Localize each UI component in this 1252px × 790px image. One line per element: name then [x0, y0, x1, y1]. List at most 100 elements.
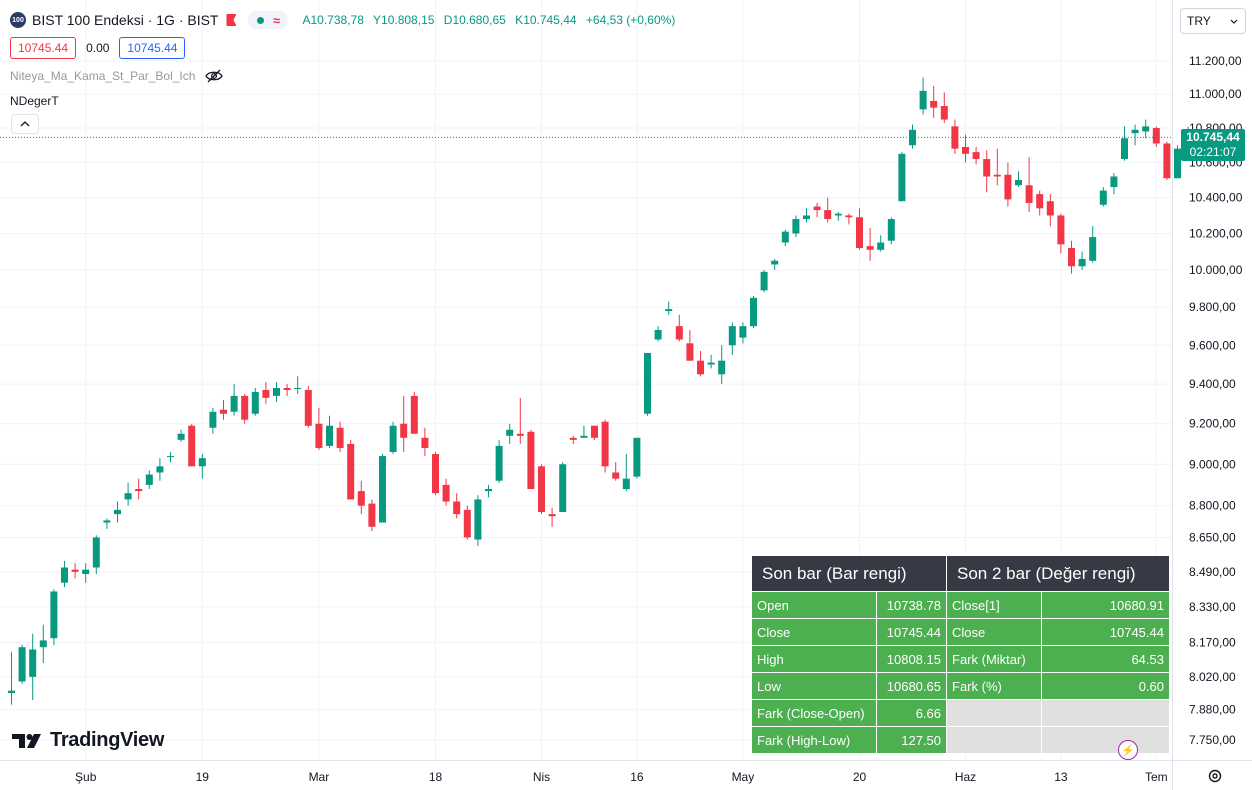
table-cell: Low [751, 672, 877, 700]
candle-body [538, 466, 545, 513]
time-axis[interactable]: Şub 19 Mar 18 Nis 16 May 20 Haz 13 Tem [75, 770, 1168, 784]
eye-hidden-icon[interactable] [205, 69, 224, 83]
candle-body [877, 242, 885, 250]
candle-body [495, 445, 503, 481]
open-value: 10.738,78 [310, 13, 364, 27]
candle-body [686, 343, 694, 361]
candlestick-series [8, 77, 1192, 705]
currency-select[interactable]: TRY [1180, 8, 1246, 34]
table-cell: 10680.65 [876, 672, 947, 700]
candle-body [336, 427, 344, 448]
candle-body [251, 391, 259, 414]
candle-body [644, 352, 651, 414]
candle-body [326, 425, 333, 446]
symbol-title[interactable]: BIST 100 Endeksi · 1G · BIST [32, 12, 219, 28]
price-tick-label: 8.650,00 [1189, 530, 1236, 544]
time-tick-label: 20 [853, 770, 867, 784]
indicator-name[interactable]: Niteya_Ma_Kama_St_Par_Bol_Ich [10, 69, 196, 83]
candle-body [750, 297, 757, 327]
buy-sell-panel: 10745.44 0.00 10745.44 [10, 37, 186, 59]
candle-body [612, 472, 620, 479]
table-row: High 10808.15 Fark (Miktar) 64.53 [751, 645, 1170, 673]
candle-body [241, 395, 249, 420]
candle-body [124, 493, 132, 500]
candle-body [760, 271, 768, 291]
table-cell: Fark (%) [946, 672, 1042, 700]
candle-body [781, 231, 789, 243]
price-tick-label: 8.330,00 [1189, 600, 1236, 614]
table-cell: 10745.44 [876, 618, 947, 646]
sell-price-button[interactable]: 10745.44 [10, 37, 77, 59]
candle-body [580, 435, 588, 438]
tradingview-logo[interactable]: TradingView [12, 729, 164, 752]
candle-body [1015, 180, 1022, 186]
table-header-last-bar: Son bar (Bar rengi) [751, 555, 947, 592]
gear-icon[interactable] [1207, 768, 1223, 784]
currency-value: TRY [1187, 14, 1211, 28]
table-cell: Fark (Close-Open) [751, 699, 877, 727]
buy-price-button[interactable]: 10745.44 [119, 37, 186, 59]
lightning-icon[interactable]: ⚡ [1118, 740, 1138, 760]
high-value: 10.808,15 [381, 13, 435, 27]
candle-body [739, 326, 747, 338]
candle-body [389, 425, 397, 453]
time-tick-label: 13 [1054, 770, 1068, 784]
spread-value: 0.00 [86, 41, 110, 55]
candle-body [569, 437, 577, 440]
table-row: Low 10680.65 Fark (%) 0.60 [751, 672, 1170, 700]
table-cell: 10745.44 [1041, 618, 1170, 646]
candle-body [633, 437, 641, 477]
candle-body [697, 360, 704, 375]
candle-body [1110, 176, 1118, 188]
candle-body [39, 640, 47, 648]
low-label: D [443, 13, 453, 27]
candle-body [601, 421, 609, 467]
candle-body [675, 326, 683, 340]
indicator-legend-2[interactable]: NDegerT [10, 94, 59, 108]
flag-icon[interactable] [226, 14, 237, 26]
candle-body [1152, 128, 1160, 144]
time-tick-label: 19 [196, 770, 210, 784]
price-tick-label: 8.800,00 [1189, 499, 1236, 513]
candle-body [845, 215, 853, 218]
candle-body [983, 159, 991, 177]
candle-body [304, 389, 312, 426]
candle-body [972, 152, 980, 160]
table-cell: 10680.91 [1041, 591, 1170, 619]
table-cell: 10808.15 [876, 645, 947, 673]
candle-body [400, 423, 408, 438]
market-status-pill[interactable]: ≈ [248, 11, 289, 29]
candle-body [135, 489, 143, 492]
time-tick-label: 18 [429, 770, 443, 784]
candle-body [1174, 148, 1181, 179]
candle-body [1142, 126, 1150, 132]
candle-body [50, 591, 58, 639]
candle-body [61, 567, 68, 583]
last-price-tag: 10.745,44 02:21:07 [1181, 129, 1245, 161]
candle-body [866, 246, 874, 250]
candle-body [92, 537, 100, 568]
candle-body [421, 437, 429, 448]
table-cell-empty [1041, 726, 1170, 754]
close-value: 10.745,44 [523, 13, 577, 27]
collapse-legend-button[interactable] [11, 114, 39, 134]
price-axis[interactable]: 11.200,0011.000,0010.800,0010.600,0010.4… [1189, 54, 1243, 747]
table-cell-empty [946, 699, 1042, 727]
candle-body [559, 464, 567, 513]
candle-body [887, 219, 895, 241]
table-header-last-2-bars: Son 2 bar (Değer rengi) [946, 555, 1170, 592]
candle-body [283, 388, 291, 390]
candle-body [379, 456, 386, 523]
brand-name: TradingView [50, 729, 165, 751]
change-value: +64,53 (+0,60%) [585, 13, 676, 27]
table-cell-empty [1041, 699, 1170, 727]
price-tick-label: 10.400,00 [1189, 191, 1243, 205]
candle-body [1068, 247, 1075, 267]
ohlc-readout: A10.738,78 Y10.808,15 D10.680,65 K10.745… [302, 13, 681, 27]
candle-body [410, 395, 418, 434]
candle-body [792, 219, 800, 234]
indicator-legend-1[interactable]: Niteya_Ma_Kama_St_Par_Bol_Ich [10, 69, 224, 83]
time-tick-label: Şub [75, 770, 97, 784]
